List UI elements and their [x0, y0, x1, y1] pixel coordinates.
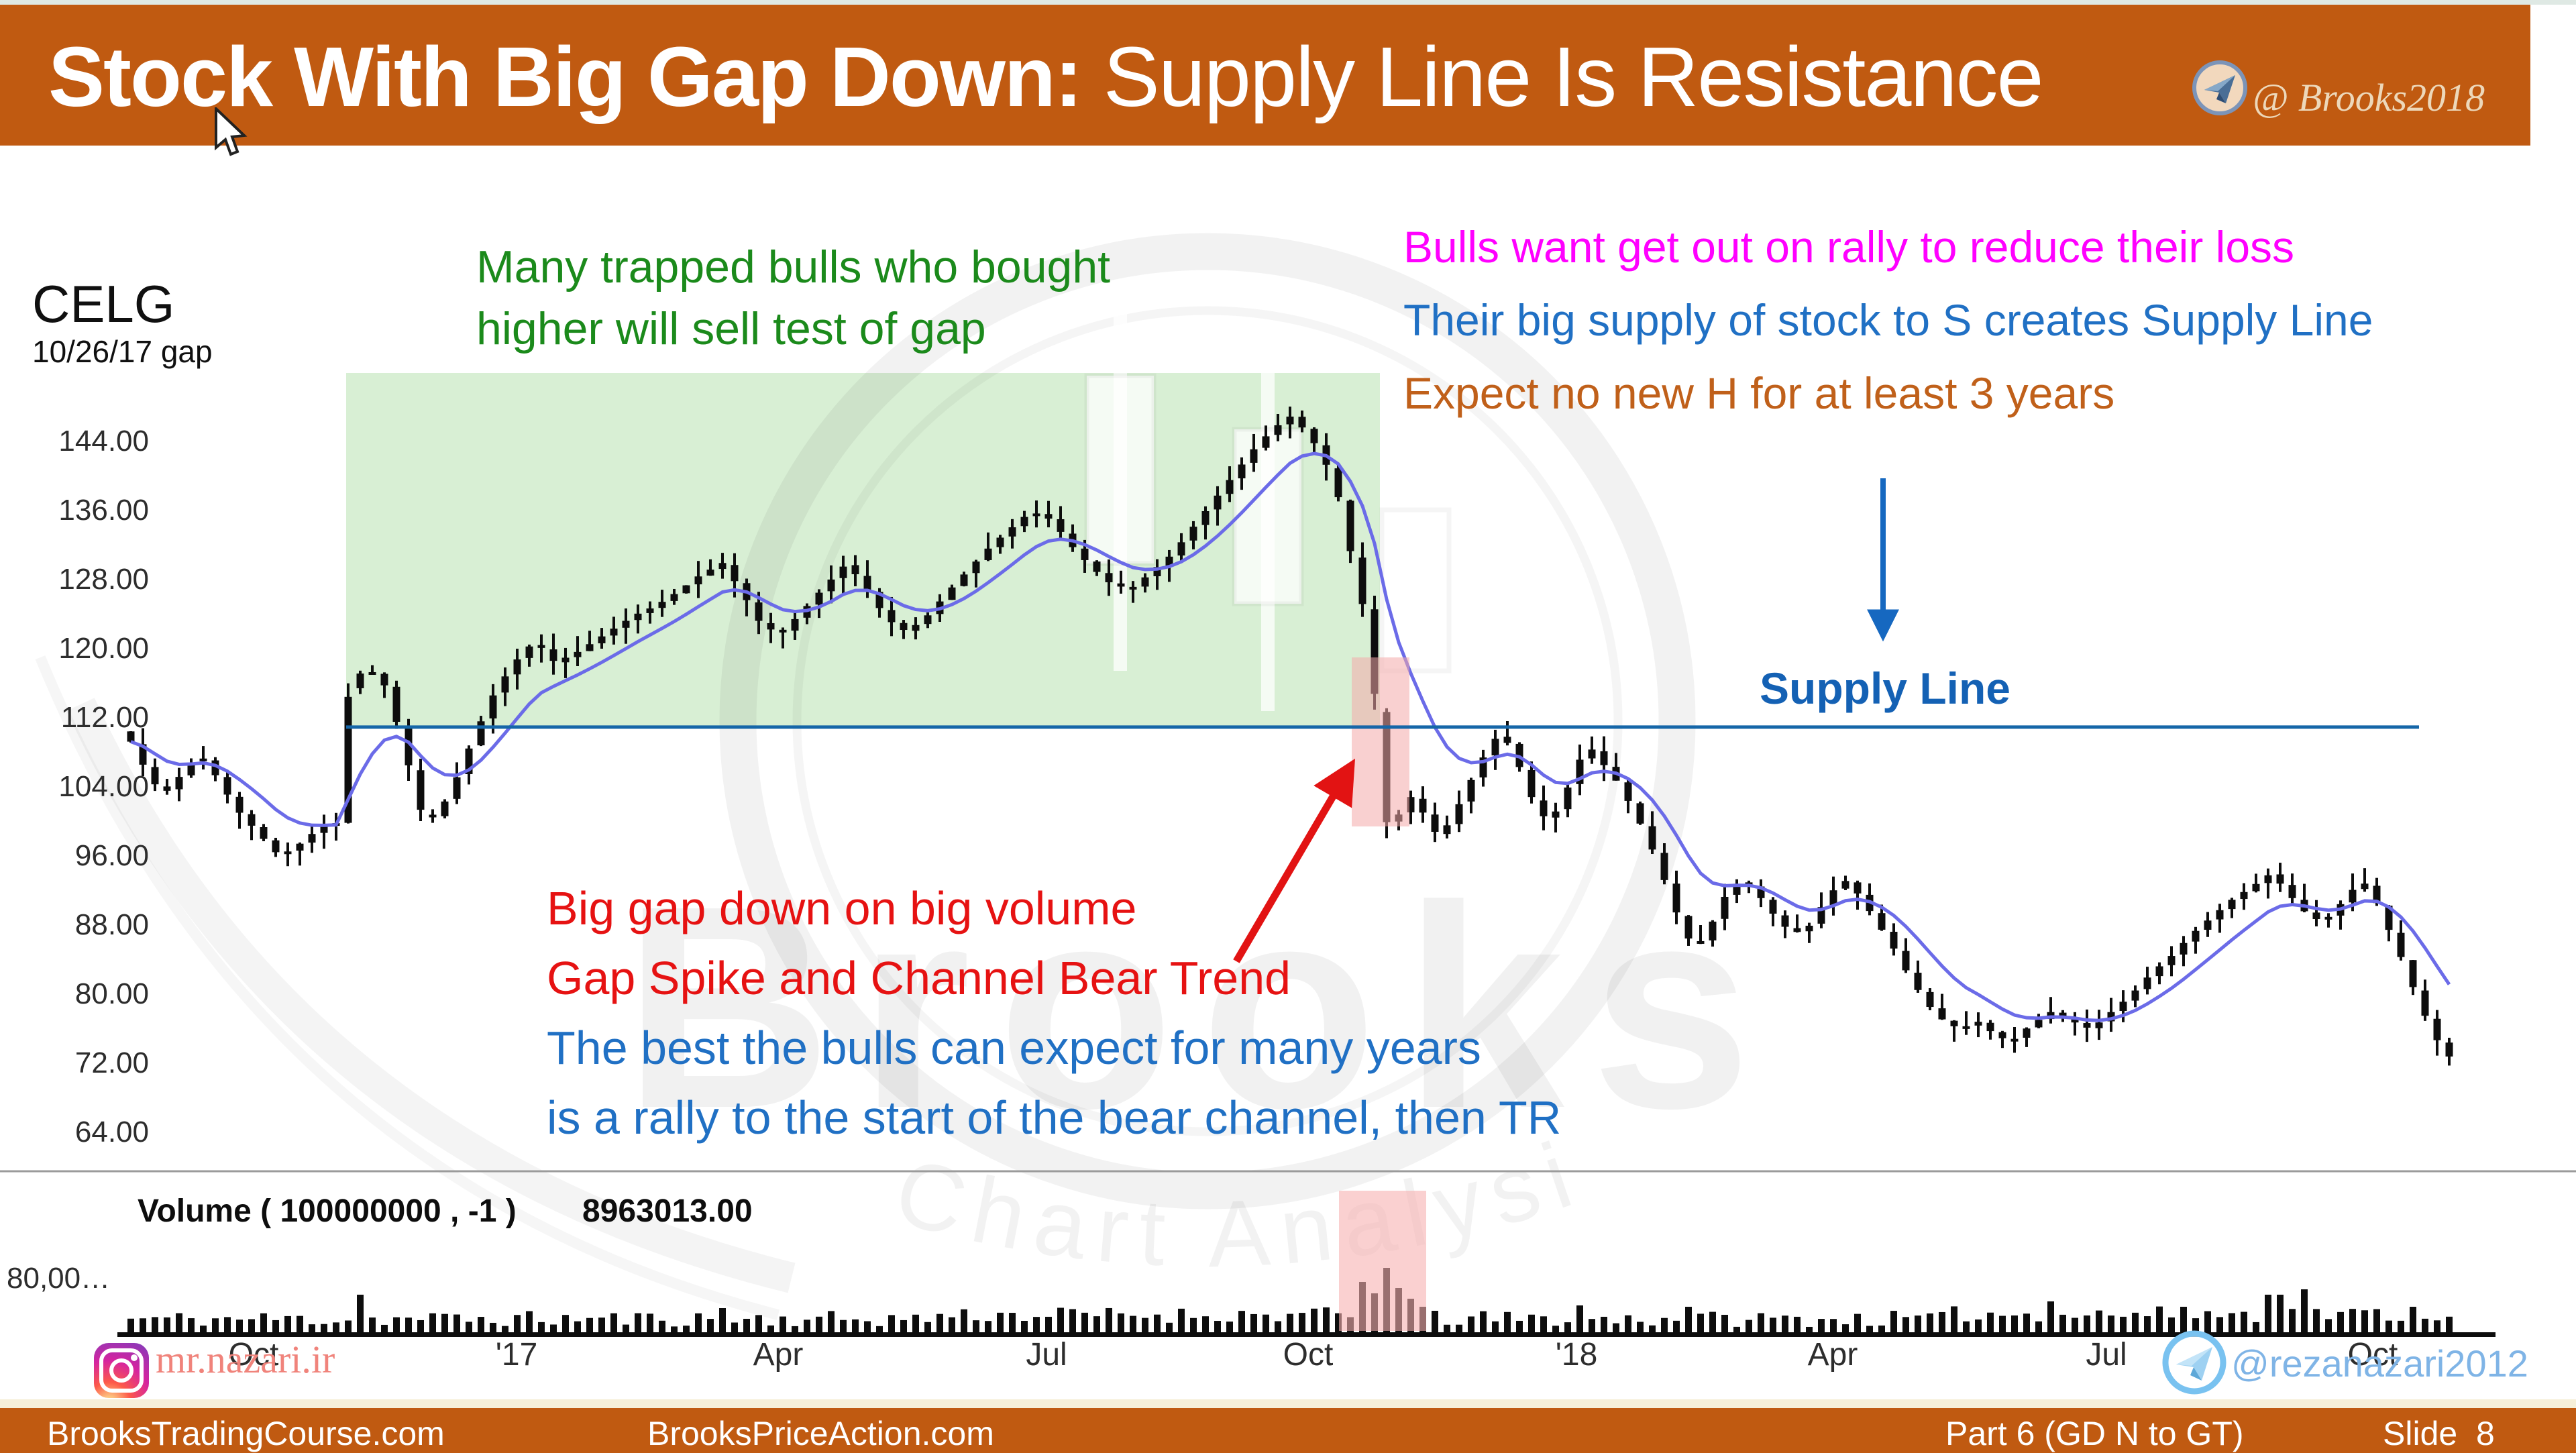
mouse-cursor	[215, 107, 248, 156]
symbol-label: CELG	[32, 274, 175, 333]
annotation-trapped-bulls: Many trapped bulls who bought higher wil…	[476, 236, 1110, 360]
gap-date-label: 10/26/17 gap	[32, 334, 213, 369]
telegram-icon	[2192, 60, 2247, 115]
annotation-trapped-bulls-line2: higher will sell test of gap	[476, 303, 986, 354]
annotation-rally-tr: is a rally to the start of the bear chan…	[547, 1091, 1562, 1144]
annotation-gap-spike: Gap Spike and Channel Bear Trend	[547, 952, 1291, 1004]
gap-bar-highlight	[1352, 657, 1409, 826]
gap-volume-highlight	[1339, 1191, 1426, 1331]
slide-title-regular: Supply Line Is Resistance	[1081, 30, 2044, 124]
top-strip	[0, 0, 2576, 5]
volume-pane-label: Volume ( 100000000 , -1 )	[138, 1193, 517, 1229]
annotation-gap-volume: Big gap down on big volume	[547, 882, 1137, 934]
footer-site2: BrooksPriceAction.com	[647, 1415, 994, 1452]
annotation-bulls-expect: The best the bulls can expect for many y…	[547, 1022, 1481, 1074]
annotation-trapped-bulls-line1: Many trapped bulls who bought	[476, 241, 1111, 292]
footer-site1: BrooksTradingCourse.com	[47, 1415, 445, 1452]
svg-text:Brooks: Brooks	[623, 847, 1778, 1169]
volume-axis-label: 80,00…	[7, 1262, 111, 1295]
annotation-gap-block: Big gap down on big volume Gap Spike and…	[547, 873, 1561, 1152]
footer-accent-strip	[0, 1399, 2576, 1408]
footer-slide-number: Slide 8	[2383, 1415, 2495, 1452]
footer-bar	[0, 1408, 2576, 1453]
moving-average-line	[130, 451, 2451, 1022]
telegram-watermark-icon	[2162, 1330, 2226, 1395]
header-bar	[0, 5, 2530, 146]
volume-pane-value: 8963013.00	[582, 1193, 753, 1229]
header-telegram-handle: @ Brooks2018	[2253, 76, 2485, 119]
annotation-supply-block: Bulls want get out on rally to reduce th…	[1403, 211, 2373, 430]
gap-pointer-arrow	[1233, 758, 1356, 963]
annotation-no-new-high: Expect no new H for at least 3 years	[1403, 368, 2115, 418]
supply-line-label: Supply Line	[1759, 663, 2011, 713]
instagram-handle: mr.nazari.ir	[156, 1338, 335, 1381]
slide-title-bold: Stock With Big Gap Down:	[48, 30, 1083, 124]
telegram-watermark-handle: @rezanazari2012	[2231, 1342, 2528, 1385]
annotation-big-supply: Their big supply of stock to S creates S…	[1403, 295, 2373, 345]
footer-part: Part 6 (GD N to GT)	[1945, 1415, 2244, 1452]
slide-title: Stock With Big Gap Down: Supply Line Is …	[48, 28, 2195, 125]
volume-bars	[117, 1268, 2496, 1337]
instagram-icon	[94, 1343, 149, 1398]
annotation-bulls-exit: Bulls want get out on rally to reduce th…	[1403, 222, 2295, 272]
